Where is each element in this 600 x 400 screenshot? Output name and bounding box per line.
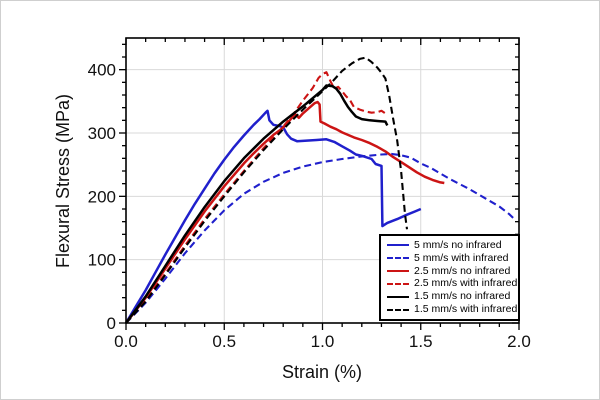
x-tick-label: 0.5 — [212, 332, 236, 351]
legend-item-2-5mms-with-infrared: 2.5 mm/s with infrared — [387, 277, 518, 290]
series-curves — [124, 56, 516, 324]
curve-1-5mms-with-infrared — [125, 56, 409, 324]
curve-2-5mms-no-infrared — [125, 100, 445, 324]
y-tick-label: 400 — [88, 61, 116, 80]
y-tick-label: 300 — [88, 124, 116, 143]
legend-swatch-solid — [387, 244, 409, 247]
y-tick-label: 0 — [107, 314, 116, 333]
legend-label: 5 mm/s with infrared — [414, 251, 509, 264]
x-tick-labels: 0.0 0.5 1.0 1.5 2.0 — [114, 332, 531, 351]
plot-frame — [125, 37, 520, 324]
legend-swatch-dashed — [387, 257, 409, 260]
legend-swatch-dashed — [387, 308, 409, 311]
legend-item-5mms-no-infrared: 5 mm/s no infrared — [387, 238, 514, 251]
legend: 5 mm/s no infrared 5 mm/s with infrared 2.… — [379, 234, 520, 321]
legend-swatch-solid — [387, 295, 409, 298]
curve-1-5mms-no-infrared — [124, 84, 389, 324]
legend-label: 2.5 mm/s with infrared — [414, 277, 518, 290]
legend-item-2-5mms-no-infrared: 2.5 mm/s no infrared — [387, 264, 514, 277]
legend-item-1-5mms-no-infrared: 1.5 mm/s no infrared — [387, 291, 514, 302]
legend-label: 1.5 mm/s no infrared — [414, 290, 511, 303]
y-tick-label: 100 — [88, 251, 116, 270]
legend-label: 2.5 mm/s no infrared — [414, 264, 511, 277]
curve-5mms-no-infrared — [124, 109, 422, 324]
legend-item-1-5mms-with-infrared: 1.5 mm/s with infrared — [387, 303, 518, 316]
x-tick-label: 1.0 — [311, 332, 335, 351]
y-axis-label: Flexural Stress (MPa) — [53, 93, 73, 269]
legend-item-5mms-with-infrared: 5 mm/s with infrared — [387, 251, 514, 264]
x-tick-label: 0.0 — [114, 332, 138, 351]
legend-label: 5 mm/s no infrared — [414, 238, 502, 251]
x-axis-label: Strain (%) — [281, 362, 362, 382]
legend-swatch-dashed — [387, 282, 409, 285]
y-tick-labels: 0 100 200 300 400 — [88, 61, 116, 333]
x-tick-label: 1.5 — [409, 332, 433, 351]
legend-swatch-solid — [387, 270, 409, 273]
gridlines — [126, 38, 519, 323]
x-tick-label: 2.0 — [507, 332, 531, 351]
curve-5mms-with-infrared — [125, 152, 516, 324]
curve-2-5mms-with-infrared — [125, 71, 388, 324]
y-tick-label: 200 — [88, 187, 116, 206]
legend-label: 1.5 mm/s with infrared — [414, 303, 518, 316]
